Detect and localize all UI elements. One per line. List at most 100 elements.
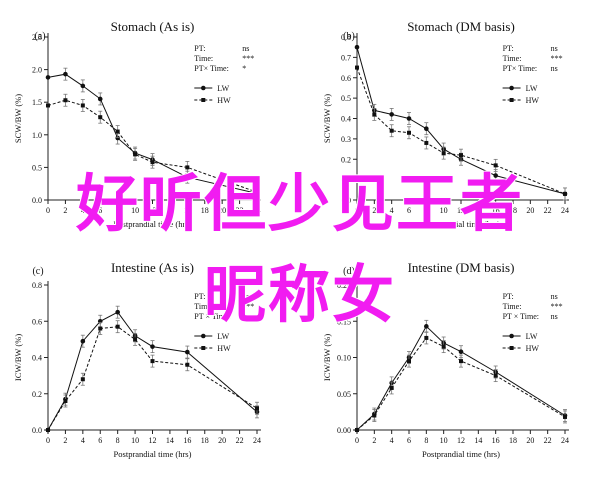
legend-marker: [201, 85, 206, 91]
y-tick-label: 0.3: [341, 135, 351, 144]
data-point-lw: [389, 112, 394, 117]
chart-title: Stomach (As is): [111, 19, 195, 34]
data-point-lw: [354, 44, 360, 50]
data-point-hw: [185, 165, 190, 170]
data-point-hw: [424, 140, 429, 145]
x-tick-label: 14: [166, 436, 174, 445]
data-point-hw: [563, 414, 567, 419]
data-point-lw: [80, 338, 86, 344]
data-point-lw: [97, 96, 103, 102]
y-tick-label: 0.5: [341, 94, 351, 103]
y-tick-label: 0.7: [341, 53, 351, 62]
y-tick-label: 0.05: [337, 390, 351, 399]
x-tick-label: 6: [407, 206, 411, 215]
series-line-lw: [356, 325, 566, 431]
chart-panel-3: (c) Intestine (As is)0.00.20.40.60.80 2 4 6 8…: [13, 260, 261, 459]
legend-marker: [509, 98, 514, 102]
legend-label-lw: LW: [217, 84, 229, 93]
x-tick-label: 14: [474, 436, 482, 445]
data-point-hw: [441, 151, 446, 156]
series-line-lw: [47, 311, 258, 431]
x-tick-label: 16: [183, 436, 191, 445]
y-tick-label: 0.0: [341, 196, 351, 205]
legend-label-hw: HW: [217, 96, 231, 105]
x-tick-label: 22: [236, 436, 244, 445]
x-tick-label: 20: [218, 436, 226, 445]
data-point-hw: [407, 359, 411, 364]
y-tick-label: 2.0: [32, 66, 42, 75]
data-point-hw: [80, 103, 85, 108]
data-point-hw: [389, 385, 394, 390]
data-point-lw: [115, 135, 120, 141]
data-point-hw: [255, 406, 259, 411]
legend-marker: [509, 346, 514, 350]
data-point-hw: [355, 65, 359, 70]
y-axis-label: SCW/BW (%): [322, 94, 332, 143]
data-point-lw: [185, 349, 190, 355]
chart-title: Intestine (As is): [111, 260, 194, 275]
stat-value: ns: [551, 292, 558, 301]
chart-panel-2: (b) Stomach (DM basis) 0.0 0.1 0.2 0.3 0.4 0.5 0…: [322, 19, 569, 229]
y-axis-label: ICW/BW (%): [13, 334, 23, 381]
stat-name: PT× Time:: [503, 64, 538, 73]
stat-value: ns: [551, 312, 558, 321]
x-tick-label: 20: [526, 436, 534, 445]
x-axis-label: Postprandial time (hrs): [114, 219, 192, 229]
y-tick-label: 0.4: [32, 354, 42, 363]
legend-label-lw: LW: [217, 332, 229, 341]
legend-marker: [509, 85, 514, 91]
stat-name: PT× Time:: [194, 64, 229, 73]
data-point-hw: [459, 359, 463, 364]
data-point-lw: [406, 116, 412, 121]
y-tick-label: 1.5: [32, 98, 42, 107]
data-point-hw: [133, 337, 138, 342]
x-tick-label: 10: [440, 206, 448, 215]
data-point-hw: [372, 413, 377, 418]
y-tick-label: 0.6: [32, 317, 42, 326]
stat-name: Time:: [194, 54, 213, 63]
x-tick-label: 0: [355, 436, 359, 445]
data-point-hw: [150, 359, 155, 364]
x-tick-label: 24: [253, 206, 261, 215]
stat-value: ***: [242, 54, 254, 63]
legend-label-hw: HW: [217, 344, 231, 353]
data-point-hw: [459, 153, 463, 158]
x-tick-label: 18: [509, 436, 517, 445]
data-point-lw: [80, 83, 86, 89]
x-tick-label: 24: [561, 436, 569, 445]
x-tick-label: 24: [253, 436, 261, 445]
x-tick-label: 4: [81, 436, 85, 445]
x-tick-label: 12: [149, 436, 157, 445]
legend-marker: [509, 333, 514, 339]
y-tick-label: 0.2: [32, 390, 42, 399]
x-tick-label: 0: [46, 206, 50, 215]
x-tick-label: 8: [116, 206, 120, 215]
x-tick-label: 20: [526, 206, 534, 215]
data-point-lw: [63, 71, 68, 77]
chart-panel-4: (d) Intestine (DM basis) 0.00 0.05 0.10 0.15 0…: [322, 260, 569, 459]
data-point-lw: [458, 349, 464, 355]
legend-marker: [201, 98, 206, 102]
data-point-lw: [424, 126, 429, 131]
x-tick-label: 22: [544, 206, 552, 215]
stat-value: ***: [551, 302, 563, 311]
y-tick-label: 1.0: [32, 131, 42, 140]
data-point-lw: [115, 309, 120, 315]
data-point-hw: [563, 191, 567, 196]
y-axis-label: SCW/BW (%): [13, 94, 23, 143]
data-point-hw: [115, 129, 120, 134]
x-tick-label: 0: [355, 206, 359, 215]
y-tick-label: 0.0: [32, 426, 42, 435]
y-tick-label: 0.10: [337, 354, 351, 363]
stat-value: ***: [242, 302, 254, 311]
data-point-lw: [185, 174, 190, 180]
data-point-hw: [255, 190, 259, 195]
x-tick-label: 4: [81, 206, 85, 215]
x-tick-label: 14: [474, 206, 482, 215]
data-point-hw: [46, 103, 50, 108]
legend-label-hw: HW: [526, 344, 540, 353]
data-point-hw: [355, 428, 359, 432]
stat-name: PT:: [194, 44, 205, 53]
x-tick-label: 8: [424, 436, 428, 445]
data-point-hw: [63, 399, 68, 403]
